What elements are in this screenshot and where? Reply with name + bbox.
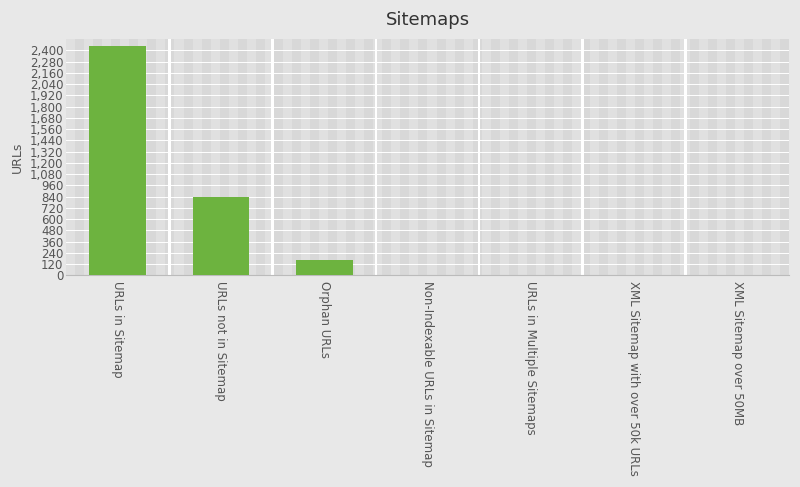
Bar (478, 39, 480, 276)
Bar (744, 39, 753, 276)
Bar (671, 39, 681, 276)
Bar (66, 39, 75, 276)
Bar (102, 39, 111, 276)
Bar (518, 39, 527, 276)
Bar (147, 39, 157, 276)
Bar (310, 39, 319, 276)
Bar (296, 261, 353, 276)
Bar (174, 39, 183, 276)
Bar (183, 39, 193, 276)
Bar (337, 39, 346, 276)
Bar (427, 39, 437, 276)
Bar (382, 39, 391, 276)
Bar (717, 39, 726, 276)
Bar (563, 39, 572, 276)
Bar (301, 39, 310, 276)
Bar (698, 39, 707, 276)
Bar (138, 39, 147, 276)
Bar (130, 39, 138, 276)
Bar (364, 39, 374, 276)
Bar (256, 39, 265, 276)
Bar (626, 39, 635, 276)
Bar (111, 39, 120, 276)
Bar (500, 39, 509, 276)
Bar (246, 39, 256, 276)
Y-axis label: URLs: URLs (11, 142, 24, 173)
Bar (464, 39, 473, 276)
Bar (734, 39, 744, 276)
Bar (238, 39, 246, 276)
Bar (608, 39, 618, 276)
Bar (473, 39, 482, 276)
Bar (662, 39, 671, 276)
Bar (644, 39, 654, 276)
Bar (482, 39, 490, 276)
Bar (635, 39, 644, 276)
Bar (780, 39, 789, 276)
Bar (590, 39, 599, 276)
Bar (84, 39, 93, 276)
Bar (220, 39, 229, 276)
Bar (726, 39, 734, 276)
Bar (437, 39, 446, 276)
Bar (527, 39, 536, 276)
Bar (618, 39, 626, 276)
Bar (599, 39, 608, 276)
Bar (229, 39, 238, 276)
Bar (454, 39, 464, 276)
Bar (410, 39, 418, 276)
Bar (319, 39, 328, 276)
Bar (684, 39, 687, 276)
Title: Sitemaps: Sitemaps (386, 11, 470, 29)
Bar (490, 39, 500, 276)
Bar (509, 39, 518, 276)
Bar (707, 39, 717, 276)
Bar (690, 39, 698, 276)
Bar (536, 39, 545, 276)
Bar (346, 39, 355, 276)
Bar (193, 197, 250, 276)
Bar (762, 39, 771, 276)
Bar (418, 39, 427, 276)
Bar (391, 39, 400, 276)
Bar (90, 46, 146, 276)
Bar (654, 39, 662, 276)
Bar (271, 39, 274, 276)
Bar (166, 39, 174, 276)
Bar (75, 39, 84, 276)
Bar (265, 39, 274, 276)
Bar (374, 39, 382, 276)
Bar (681, 39, 690, 276)
Bar (400, 39, 410, 276)
Bar (210, 39, 220, 276)
Bar (283, 39, 292, 276)
Bar (202, 39, 210, 276)
Bar (274, 39, 283, 276)
Bar (581, 39, 584, 276)
Bar (193, 39, 202, 276)
Bar (771, 39, 780, 276)
Bar (292, 39, 301, 276)
Bar (374, 39, 377, 276)
Bar (446, 39, 454, 276)
Bar (355, 39, 364, 276)
Bar (572, 39, 581, 276)
Bar (93, 39, 102, 276)
Bar (545, 39, 554, 276)
Bar (120, 39, 130, 276)
Bar (168, 39, 170, 276)
Bar (157, 39, 166, 276)
Bar (581, 39, 590, 276)
Bar (328, 39, 337, 276)
Bar (554, 39, 563, 276)
Bar (753, 39, 762, 276)
